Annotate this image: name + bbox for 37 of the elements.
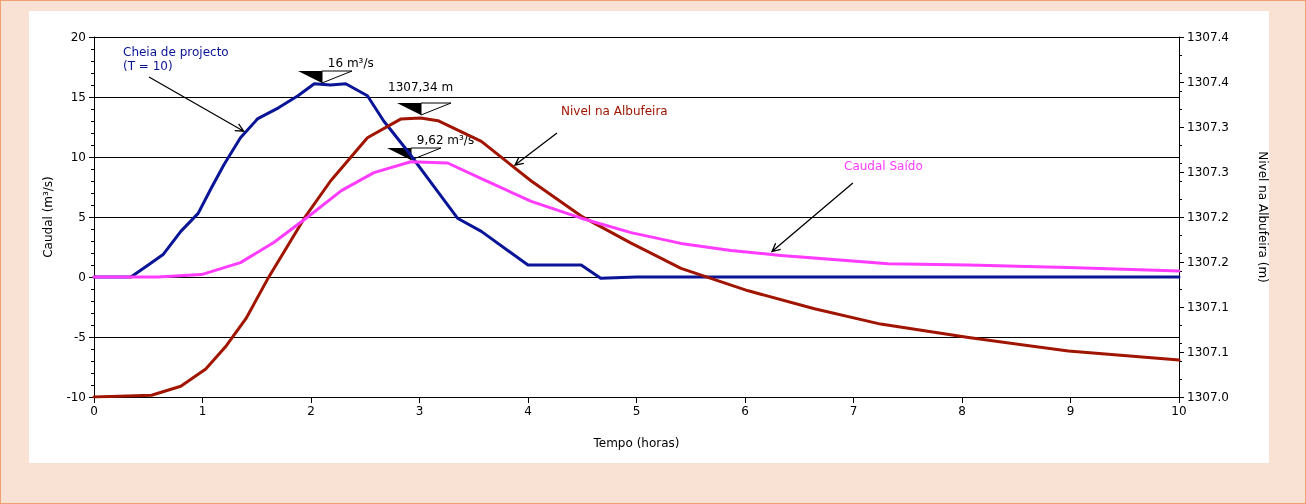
text: Caudal Saído (844, 159, 923, 173)
x-tick-label: 0 (90, 404, 98, 418)
y2-tick-label: 1307.0 (1187, 390, 1229, 404)
x-tick-label: 1 (198, 404, 207, 418)
x-tick-label: 5 (632, 404, 641, 418)
y-axis-title: Caudal (m³/s) (41, 176, 55, 258)
y-tick-label: -10 (66, 390, 86, 404)
y2-tick-label: 1307.2 (1187, 255, 1229, 269)
y-tick-label: -5 (74, 330, 86, 344)
annotation: 16 m³/s (327, 56, 374, 70)
y2-tick-label: 1307.1 (1187, 345, 1229, 359)
y2-tick-label: 1307.2 (1187, 210, 1229, 224)
y-tick-label: 10 (70, 150, 86, 164)
x-tick-label: 10 (1171, 404, 1187, 418)
x-axis-title: Tempo (horas) (592, 436, 680, 450)
x-tick-label: 3 (415, 404, 424, 418)
y-tick-label: 5 (78, 210, 86, 224)
y-tick-label: 15 (70, 90, 86, 104)
text: Cheia de projecto (T = 10) (123, 45, 229, 73)
y2-tick-label: 1307.4 (1187, 75, 1229, 89)
y2-tick-label: 1307.4 (1187, 30, 1229, 44)
x-tick-label: 7 (849, 404, 858, 418)
x-tick-label: 9 (1066, 404, 1075, 418)
y2-axis-title: Nivel na Albufeira (m) (1256, 151, 1270, 283)
y2-tick-label: 1307.3 (1187, 165, 1229, 179)
y-tick-label: 20 (70, 30, 86, 44)
y-tick-label: 0 (78, 270, 86, 284)
text: Nivel na Albufeira (561, 104, 668, 118)
x-tick-label: 2 (307, 404, 315, 418)
x-tick-label: 4 (524, 404, 532, 418)
annotation: 9,62 m³/s (416, 132, 475, 147)
x-tick-label: 6 (741, 404, 749, 418)
x-tick-label: 8 (958, 404, 966, 418)
annotation: 1307,34 m (388, 80, 454, 94)
y2-tick-label: 1307.1 (1187, 300, 1229, 314)
y2-tick-label: 1307.3 (1187, 120, 1229, 134)
line-series (92, 116, 1181, 399)
